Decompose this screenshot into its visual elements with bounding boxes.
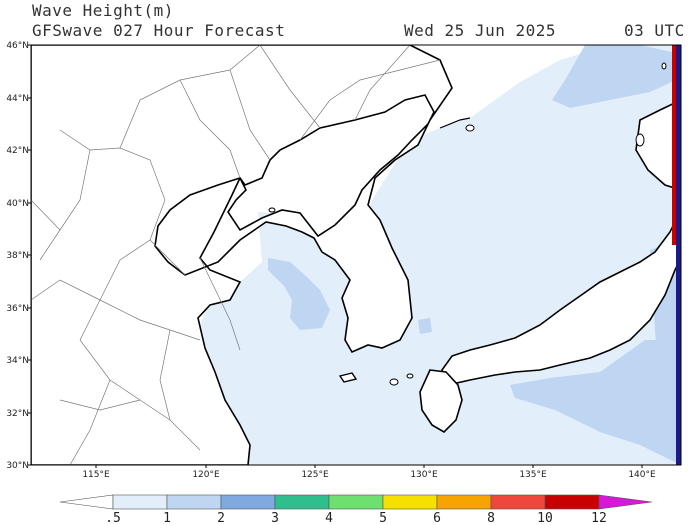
lat-label: 30°N xyxy=(6,461,29,471)
lat-label: 46°N xyxy=(6,41,29,51)
lon-label: 130°E xyxy=(410,470,438,480)
colorbar-bin xyxy=(274,494,330,510)
latitude-labels: 46°N 44°N 42°N 40°N 38°N 36°N 34°N 32°N … xyxy=(6,41,29,471)
colorbar-label: 8 xyxy=(487,511,495,525)
lon-ticks xyxy=(95,465,643,468)
colorbar-label: 3 xyxy=(271,511,279,525)
forecast-subtitle: GFSwave 027 Hour Forecast xyxy=(32,21,286,40)
national-borders xyxy=(374,117,471,179)
forecast-date: Wed 25 Jun 2025 xyxy=(404,21,556,40)
lat-label: 36°N xyxy=(6,304,29,314)
lat-label: 38°N xyxy=(6,251,29,261)
colorbar-bin xyxy=(328,494,384,510)
colorbar-label: 1 xyxy=(163,511,171,525)
forecast-time: 03 UTC xyxy=(624,21,685,40)
chart-title: Wave Height(m) xyxy=(32,1,174,20)
colorbar-label: .5 xyxy=(105,511,121,525)
colorbar: .5 1 2 3 4 5 6 8 10 12 xyxy=(59,494,653,525)
lat-label: 44°N xyxy=(6,94,29,104)
lat-label: 40°N xyxy=(6,199,29,209)
colorbar-arrow-high xyxy=(598,494,653,510)
land-jeju xyxy=(338,372,358,383)
sea-patch-south xyxy=(510,340,681,465)
colorbar-arrow-low xyxy=(59,494,114,510)
colorbar-label: 2 xyxy=(217,511,225,525)
colorbar-label: 5 xyxy=(379,511,387,525)
lat-ticks xyxy=(28,44,31,466)
sea-patch-bohai xyxy=(268,258,330,330)
lon-label: 135°E xyxy=(519,470,547,480)
colorbar-label: 6 xyxy=(433,511,441,525)
land-japan-kyushu xyxy=(419,369,463,434)
lat-label: 34°N xyxy=(6,356,29,366)
colorbar-bin xyxy=(382,494,438,510)
longitude-labels: 115°E 120°E 125°E 130°E 135°E 140°E xyxy=(82,470,656,480)
lon-label: 120°E xyxy=(192,470,220,480)
colorbar-label: 12 xyxy=(591,511,607,525)
land-china-korea xyxy=(31,45,453,465)
lon-label: 140°E xyxy=(628,470,656,480)
colorbar-label: 4 xyxy=(325,511,333,525)
sea-patch-inner xyxy=(418,318,432,334)
edge-strip-red xyxy=(672,45,676,245)
colorbar-bin xyxy=(220,494,276,510)
province-borders xyxy=(31,45,441,465)
colorbar-bin xyxy=(166,494,222,510)
lat-label: 32°N xyxy=(6,409,29,419)
islands xyxy=(268,62,667,386)
lon-label: 125°E xyxy=(301,470,329,480)
lat-label: 42°N xyxy=(6,146,29,156)
colorbar-bin xyxy=(436,494,492,510)
edge-strip xyxy=(676,45,681,465)
colorbar-label: 10 xyxy=(537,511,553,525)
colorbar-bin xyxy=(544,494,600,510)
colorbar-bin xyxy=(490,494,546,510)
sea-patch-north xyxy=(552,45,676,108)
lon-label: 115°E xyxy=(82,470,110,480)
colorbar-bin xyxy=(112,494,168,510)
